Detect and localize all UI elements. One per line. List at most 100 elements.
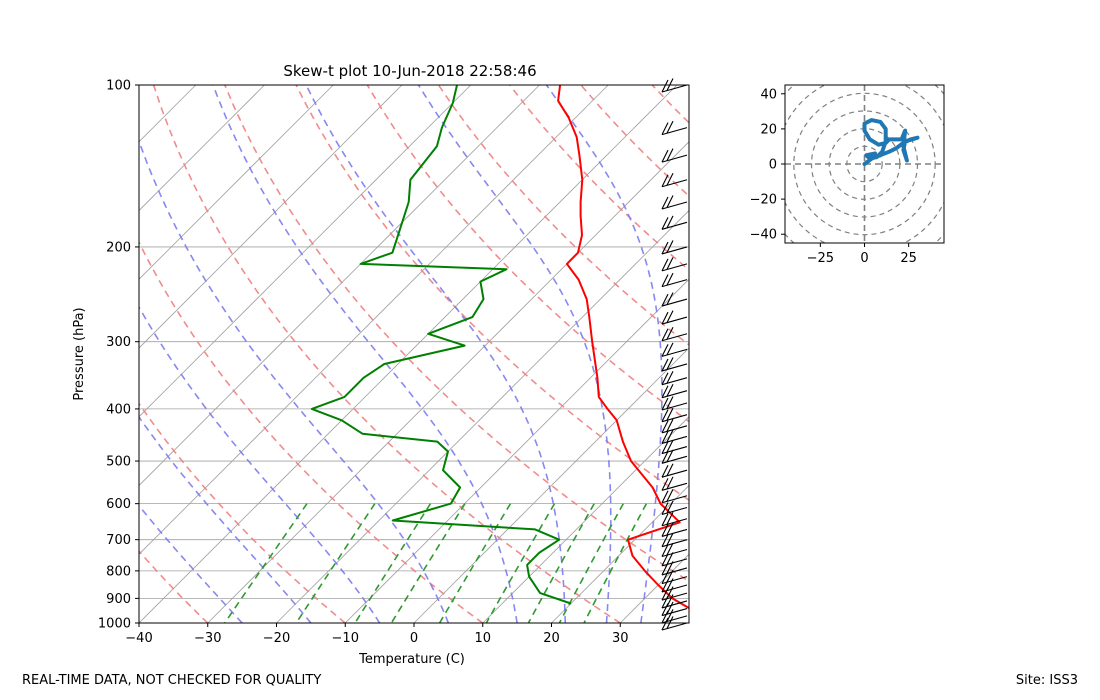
isotherm-line [139,85,472,418]
isotherm-line [139,85,197,143]
y-tick-label: 300 [106,335,131,350]
isotherm-line [139,85,540,487]
isotherm-line [551,484,689,623]
mixing-ratio-lines [224,503,648,623]
wind-barb [661,342,688,357]
wind-barb [661,511,688,527]
hodograph-trace [862,118,920,166]
wind-barb [661,476,688,491]
moist-adiabat-line [139,415,312,623]
hodograph-x-tick-label: −25 [807,251,834,266]
wind-barb [661,407,688,423]
mixing-ratio-line [527,503,595,623]
isotherm-line [619,553,689,623]
wind-barb [661,449,688,464]
x-tick-label: −40 [125,631,152,646]
skew-t-frame [138,84,690,624]
wind-barb [661,532,688,548]
dry-adiabat-line [139,549,209,623]
y-tick-label: 500 [106,455,131,470]
wind-barb [661,195,688,210]
wind-barb [661,172,688,188]
dry-adiabat-line [509,85,689,271]
x-axis-ticks: −40 −30 −20 −10 0 10 20 30 [125,623,629,646]
wind-barbs [661,78,688,631]
temperature-line [557,85,689,610]
isobar-gridlines [139,246,689,599]
isotherm-line [139,85,678,623]
hodograph-x-ticks: −25 0 25 [807,243,917,266]
y-tick-label: 1000 [98,617,131,632]
wind-barb [661,561,688,576]
dry-adiabat-line [366,85,689,423]
chart-title: Skew-t plot 10-Jun-2018 22:58:46 [283,62,536,80]
y-tick-label: 600 [106,497,131,512]
isotherm-line [139,85,403,349]
dry-adiabat-line [437,85,689,346]
moist-adiabat-line [139,138,450,623]
hodograph-y-tick-label: 20 [760,122,777,137]
wind-barb [661,488,688,504]
isotherm-line [139,85,609,555]
x-tick-label: −30 [194,631,221,646]
quality-disclaimer: REAL-TIME DATA, NOT CHECKED FOR QUALITY [22,673,322,688]
dry-adiabats [139,85,689,623]
y-tick-label: 400 [106,402,131,417]
dry-adiabat-line [295,85,689,502]
mixing-ratio-line [390,503,466,623]
x-tick-label: 20 [543,631,560,646]
hodograph-chart: −25 0 25 −40 −20 0 20 40 [750,84,945,266]
wind-barb [661,357,688,372]
wind-barb [661,148,688,163]
isotherm-line [413,347,689,623]
x-tick-label: −20 [263,631,290,646]
isotherm-line [139,85,334,280]
x-tick-label: 30 [612,631,629,646]
wind-barb [661,396,688,411]
moist-adiabat-line [545,85,663,623]
hodograph-y-tick-label: 40 [760,87,777,102]
hodograph-y-tick-label: −20 [750,193,777,208]
wind-barb [661,463,688,478]
wind-barb [661,429,688,444]
wind-barb [661,370,688,386]
isotherm-line [139,85,265,212]
wind-barb [661,542,688,557]
wind-barb [661,215,688,230]
isotherm-line [688,622,689,623]
mixing-ratio-line [295,503,376,623]
dewpoint-line [310,85,572,605]
isotherm-gridlines [0,85,689,623]
wind-barb [661,240,688,255]
wind-barb [661,500,688,516]
mixing-ratio-line [583,503,648,623]
moist-adiabat-line [139,504,243,623]
wind-barb [661,310,688,325]
mixing-ratio-line [438,503,512,623]
wind-barb [661,120,688,136]
isotherm-line [344,278,689,623]
wind-barb [661,552,688,567]
isotherm-line [0,85,58,623]
x-tick-label: 0 [410,631,418,646]
y-tick-label: 700 [106,533,131,548]
dry-adiabat-line [651,85,689,124]
wind-barb [661,257,688,272]
mixing-ratio-line [354,503,432,623]
hodograph-x-tick-label: 25 [900,251,917,266]
y-tick-label: 200 [106,240,131,255]
y-tick-label: 900 [106,592,131,607]
hodograph-y-tick-label: 0 [769,158,777,173]
skew-t-chart: Skew-t plot 10-Jun-2018 22:58:46 −40 −30 −… [0,62,690,667]
wind-barb [661,522,688,537]
wind-barb [661,439,688,455]
moist-adiabats [139,85,663,623]
dry-adiabat-line [139,402,346,623]
isotherm-line [482,416,689,623]
moist-adiabat-line [212,85,518,623]
hodograph-y-ticks: −40 −20 0 20 40 [750,87,785,243]
dry-adiabat-line [139,240,484,623]
wind-barb [661,272,688,288]
dry-adiabat-line [580,85,689,198]
